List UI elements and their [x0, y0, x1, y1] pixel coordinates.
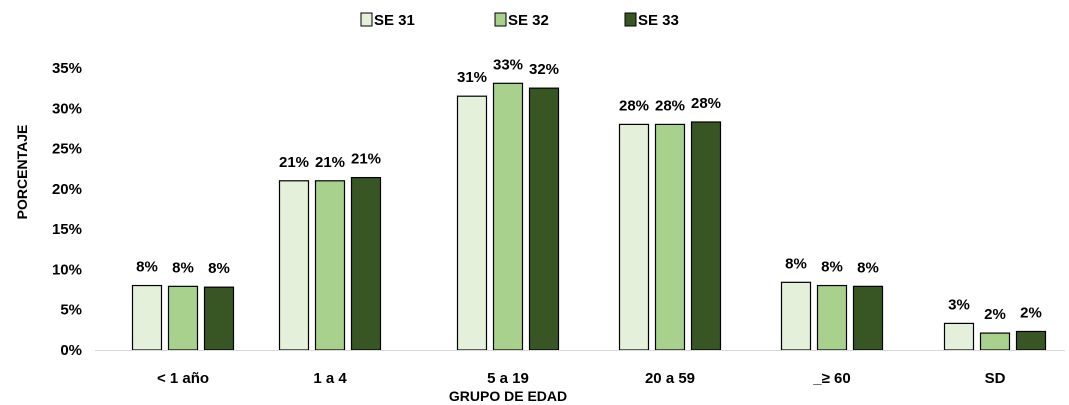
- y-tick-label: 5%: [60, 302, 82, 319]
- y-axis: 0% 5% 10% 15% 20% 25% 30% 35%: [52, 60, 82, 359]
- data-label: 3%: [948, 296, 970, 313]
- bar: [131, 284, 163, 351]
- data-label: 8%: [821, 259, 843, 276]
- legend-swatch: [494, 12, 507, 27]
- data-label: 28%: [655, 97, 685, 114]
- bar: [528, 87, 560, 351]
- data-label: 33%: [493, 56, 523, 73]
- data-label: 31%: [457, 69, 487, 86]
- x-tick-label: 1 a 4: [313, 370, 347, 387]
- x-axis-title: GRUPO DE EDAD: [449, 388, 567, 404]
- y-tick-label: 15%: [52, 221, 82, 238]
- bar: [780, 281, 812, 351]
- data-label: 28%: [691, 95, 721, 112]
- x-tick-label: 5 a 19: [487, 370, 529, 387]
- legend-label: SE 31: [374, 12, 415, 29]
- legend: SE 31 SE 32 SE 33: [360, 12, 679, 29]
- data-label: 8%: [172, 259, 194, 276]
- bar: [278, 180, 310, 351]
- data-label: 8%: [136, 259, 158, 276]
- legend-swatch: [624, 12, 637, 27]
- bar: [167, 285, 199, 351]
- bar: [456, 95, 488, 351]
- x-axis: < 1 año 1 a 4 5 a 19 20 a 59 _≥ 60 SD: [95, 350, 1065, 387]
- data-label: 8%: [857, 259, 879, 276]
- data-label: 2%: [984, 306, 1006, 323]
- bar: [816, 284, 848, 351]
- bar: [492, 82, 524, 351]
- bar: [979, 332, 1011, 351]
- data-label: 21%: [351, 151, 381, 168]
- bar: [852, 285, 884, 351]
- data-label: 21%: [315, 154, 345, 171]
- x-tick-label: 20 a 59: [645, 370, 695, 387]
- bar: [350, 176, 382, 351]
- bars: 8% 21% 31% 28% 8% 3% 8% 21% 33% 28% 8% 2% 8% 21% 32% 28…: [131, 56, 1047, 351]
- legend-swatch: [360, 12, 373, 27]
- data-label: 32%: [529, 61, 559, 78]
- legend-label: SE 32: [508, 12, 549, 29]
- data-label: 8%: [208, 260, 230, 277]
- bar: [1015, 330, 1047, 351]
- y-tick-label: 20%: [52, 181, 82, 198]
- bar: [654, 123, 686, 351]
- x-tick-label: < 1 año: [157, 370, 209, 387]
- y-tick-label: 30%: [52, 100, 82, 117]
- x-tick-label: _≥ 60: [812, 370, 850, 387]
- bar: [690, 121, 722, 351]
- bar: [943, 322, 975, 351]
- y-axis-title: PORCENTAJE: [14, 125, 30, 220]
- bar: [618, 123, 650, 351]
- data-label: 21%: [279, 154, 309, 171]
- bar: [203, 286, 235, 351]
- y-tick-label: 0%: [60, 342, 82, 359]
- y-tick-label: 35%: [52, 60, 82, 77]
- y-tick-label: 25%: [52, 141, 82, 158]
- x-tick-label: SD: [985, 370, 1006, 387]
- data-label: 28%: [619, 97, 649, 114]
- legend-label: SE 33: [638, 12, 679, 29]
- data-label: 2%: [1020, 304, 1042, 321]
- y-tick-label: 10%: [52, 261, 82, 278]
- data-label: 8%: [785, 255, 807, 272]
- bar: [314, 180, 346, 351]
